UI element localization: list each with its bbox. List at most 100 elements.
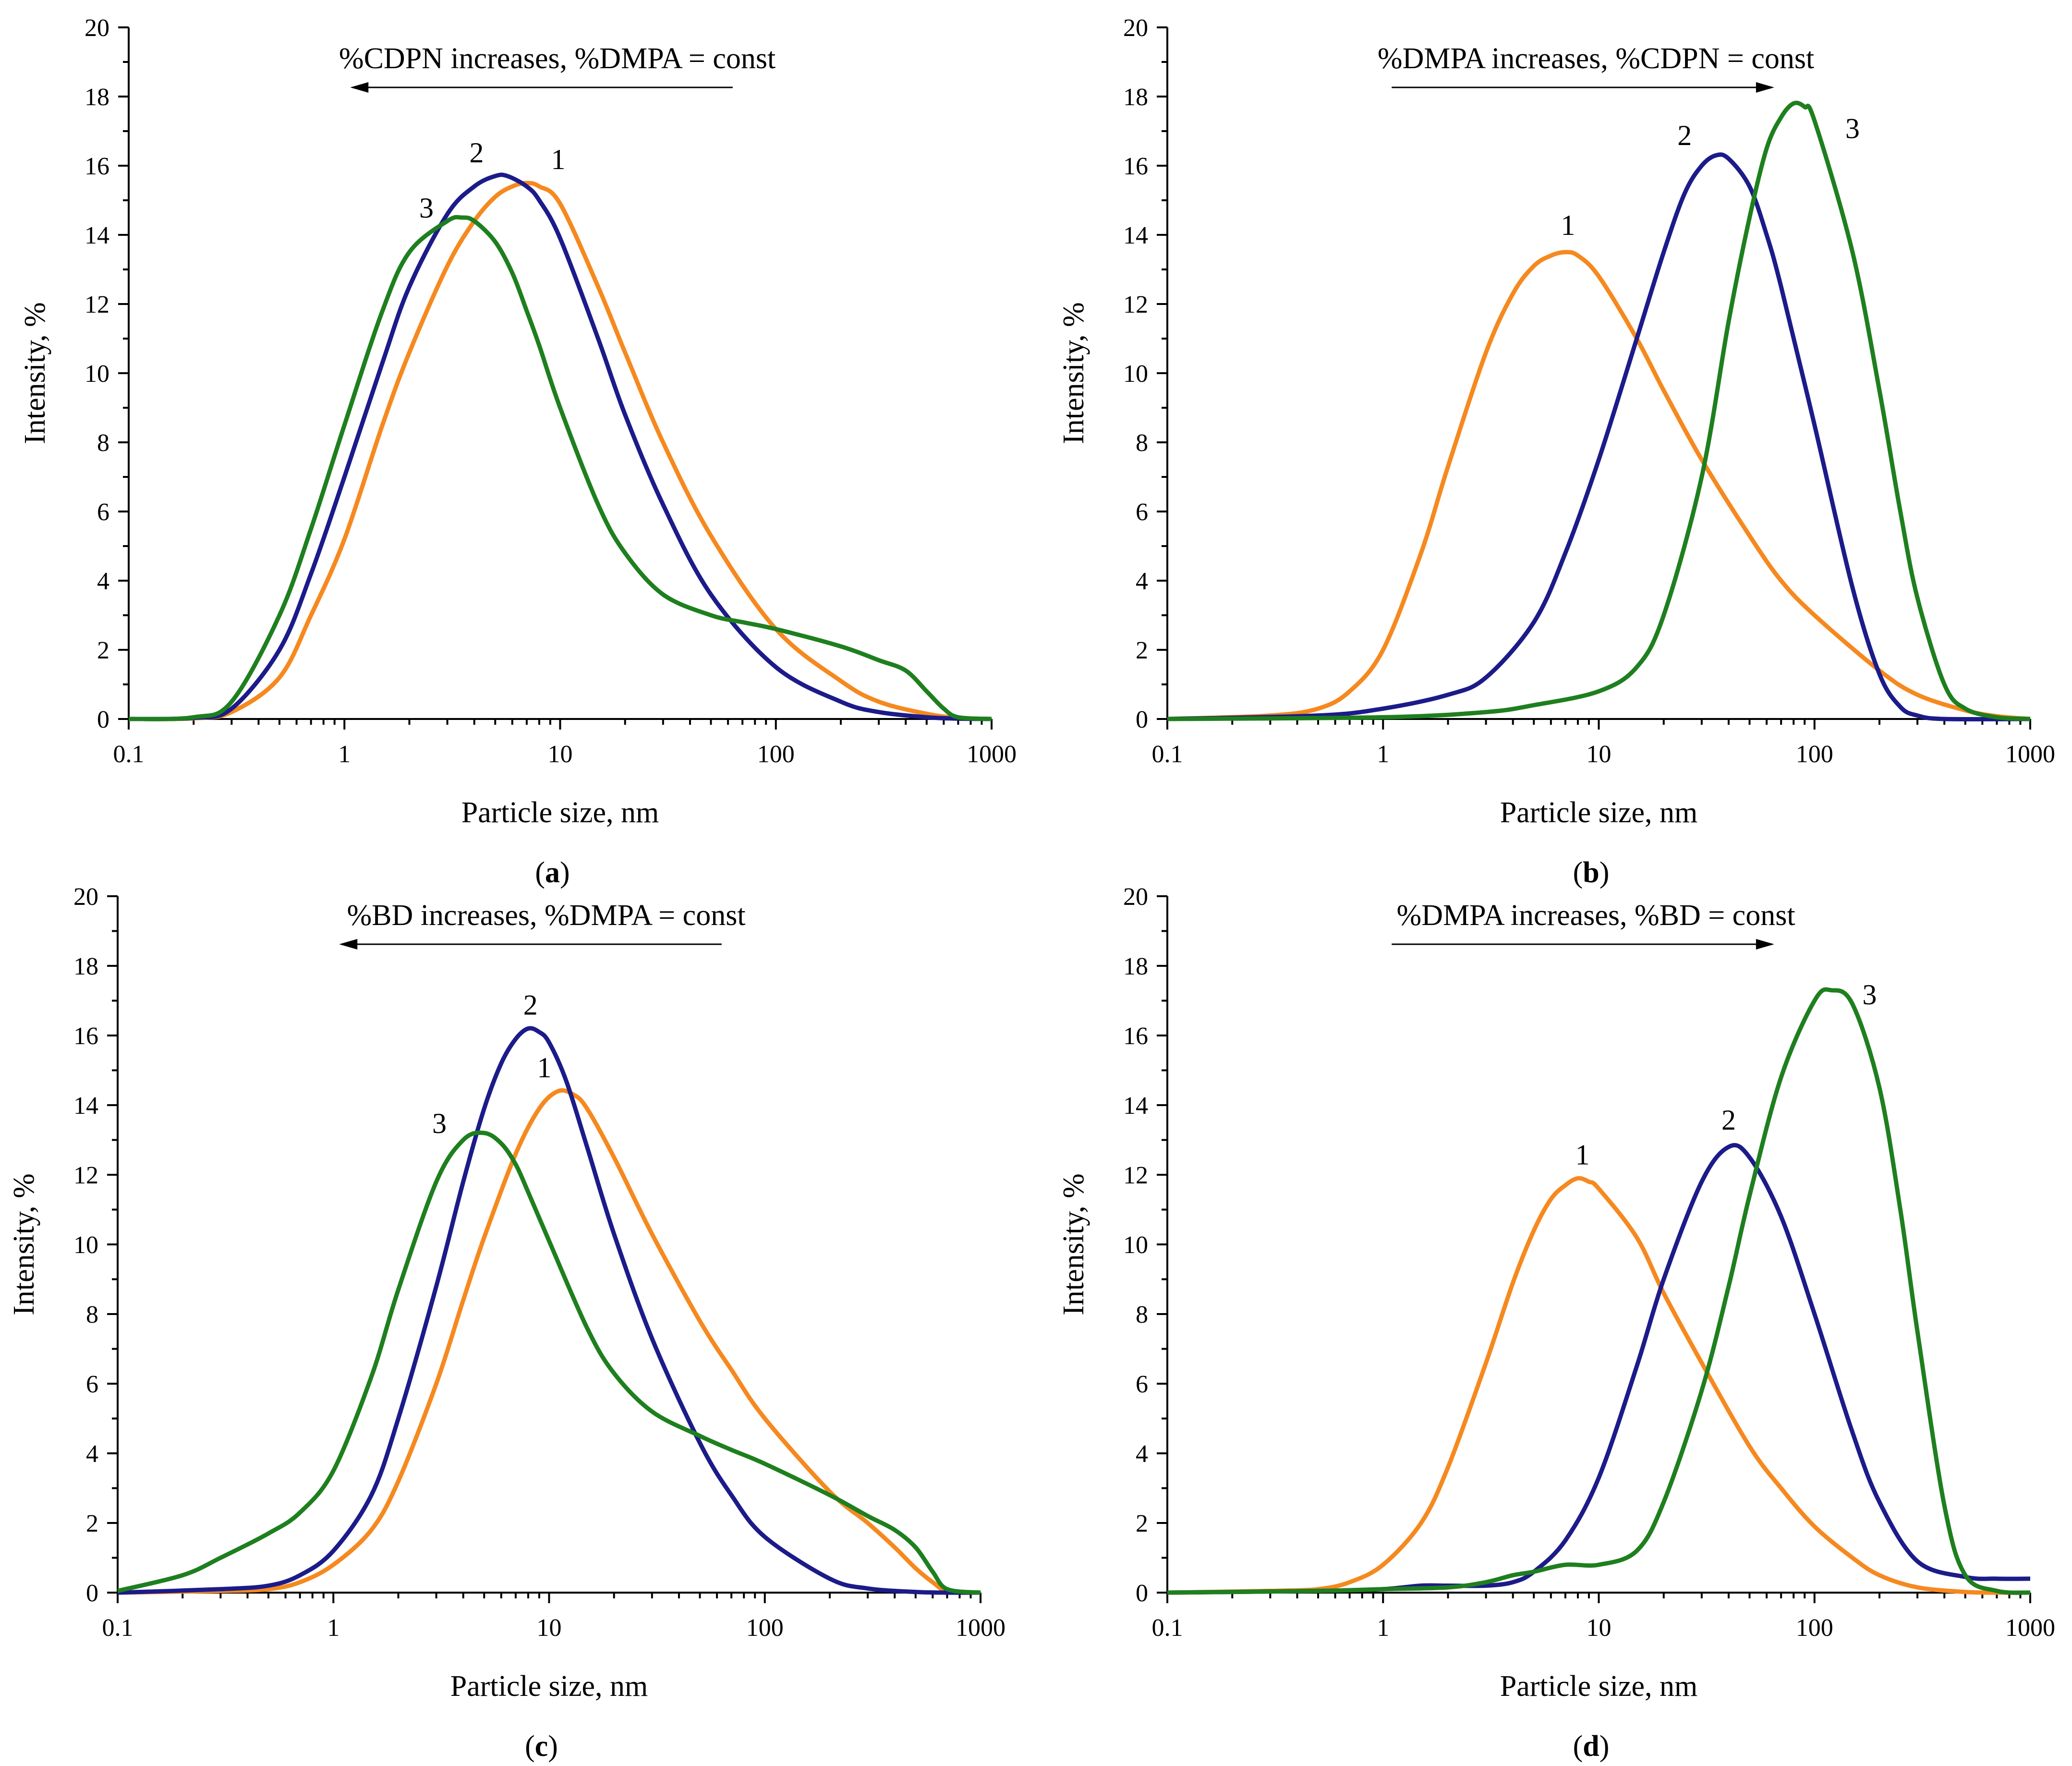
series-2-label: 2 [523, 989, 538, 1021]
x-tick-label: 1000 [967, 741, 1017, 768]
y-tick-label: 10 [85, 360, 109, 388]
x-tick-label: 0.1 [113, 741, 145, 768]
series-3-line [117, 1130, 981, 1595]
series-3-label: 3 [1862, 979, 1877, 1011]
panel-label-open-paren: ( [1573, 856, 1583, 889]
series-2-label: 2 [470, 137, 484, 169]
series-1-line [128, 181, 992, 721]
y-axis-title: Intensity, % [19, 302, 51, 444]
series-3-label: 3 [432, 1108, 447, 1139]
y-tick-label: 16 [1123, 1023, 1148, 1050]
y-tick-label: 4 [1136, 568, 1148, 595]
y-tick-label: 16 [1123, 153, 1148, 180]
panel-label-close-paren: ) [1599, 856, 1610, 889]
panel-label-open-paren: ( [535, 856, 545, 889]
x-axis-title: Particle size, nm [450, 1670, 648, 1703]
x-tick-label: 1 [1377, 741, 1389, 768]
panel-label-open-paren: ( [1573, 1730, 1583, 1763]
series-1-line [1167, 1176, 2031, 1595]
x-tick-label: 0.1 [102, 1614, 133, 1642]
y-tick-label: 6 [86, 1371, 98, 1398]
y-tick-label: 14 [85, 222, 109, 249]
panel-label: (b) [1573, 856, 1610, 889]
series-3-line [1167, 100, 2031, 721]
x-tick-label: 10 [1587, 1614, 1612, 1642]
y-axis-title: Intensity, % [1057, 1173, 1090, 1315]
y-tick-label: 8 [86, 1301, 98, 1328]
series-1-label: 1 [1561, 209, 1575, 241]
panel-label: (d) [1573, 1730, 1610, 1763]
series-3-line [128, 215, 992, 721]
y-tick-label: 4 [1136, 1440, 1148, 1468]
annotation-arrow-head [1756, 82, 1774, 93]
panel-label-letter: b [1583, 856, 1599, 889]
y-tick-label: 10 [73, 1231, 98, 1259]
y-tick-label: 8 [1136, 1301, 1148, 1328]
series-1-label: 1 [551, 144, 566, 175]
y-tick-label: 8 [97, 429, 109, 457]
y-tick-label: 10 [1123, 1231, 1148, 1259]
y-tick-label: 20 [1123, 883, 1148, 911]
y-tick-label: 2 [86, 1510, 98, 1537]
annotation-arrow-head [350, 82, 369, 93]
panel-label-letter: d [1583, 1730, 1599, 1763]
x-tick-label: 0.1 [1152, 741, 1183, 768]
y-tick-label: 2 [1136, 1510, 1148, 1537]
y-axis-title: Intensity, % [8, 1173, 40, 1315]
y-tick-label: 0 [97, 706, 109, 733]
y-tick-label: 14 [1123, 222, 1148, 249]
x-tick-label: 1000 [2005, 741, 2055, 768]
y-tick-label: 6 [97, 499, 109, 526]
panel-label-letter: a [545, 856, 560, 889]
x-tick-label: 1 [327, 1614, 339, 1642]
y-tick-label: 20 [73, 883, 98, 911]
x-tick-label: 100 [746, 1614, 784, 1642]
series-1-line [117, 1088, 981, 1595]
y-axis-title: Intensity, % [1057, 302, 1090, 444]
panel-label-letter: c [535, 1730, 548, 1763]
x-axis-title: Particle size, nm [1500, 1670, 1697, 1703]
series-2-line [1167, 152, 2031, 722]
y-tick-label: 12 [73, 1162, 98, 1189]
annotation-text: %BD increases, %DMPA = const [347, 899, 746, 932]
y-tick-label: 20 [85, 14, 109, 42]
y-tick-label: 6 [1136, 499, 1148, 526]
y-tick-label: 8 [1136, 429, 1148, 457]
y-tick-label: 12 [1123, 1162, 1148, 1189]
x-tick-label: 100 [1796, 741, 1833, 768]
series-2-line [1167, 1143, 2031, 1595]
y-tick-label: 18 [1123, 84, 1148, 111]
y-tick-label: 4 [97, 568, 109, 595]
series-2-line [128, 172, 992, 721]
series-3-line [1167, 987, 2031, 1595]
x-tick-label: 100 [1796, 1614, 1833, 1642]
annotation-text: %CDPN increases, %DMPA = const [339, 42, 775, 75]
x-axis-title: Particle size, nm [1500, 796, 1697, 829]
series-2-line [117, 1026, 981, 1595]
y-tick-label: 16 [85, 153, 109, 180]
x-tick-label: 10 [537, 1614, 562, 1642]
series-1-label: 1 [1575, 1139, 1589, 1170]
y-tick-label: 18 [73, 953, 98, 980]
y-tick-label: 0 [1136, 1580, 1148, 1607]
y-tick-label: 10 [1123, 360, 1148, 388]
y-tick-label: 0 [86, 1580, 98, 1607]
x-axis-title: Particle size, nm [461, 796, 659, 829]
y-tick-label: 12 [85, 291, 109, 318]
y-tick-label: 2 [1136, 637, 1148, 664]
panel-label-close-paren: ) [1599, 1730, 1610, 1763]
y-tick-label: 18 [1123, 953, 1148, 980]
annotation-text: %DMPA increases, %BD = const [1397, 899, 1795, 932]
y-tick-label: 20 [1123, 14, 1148, 42]
panel-label-open-paren: ( [525, 1730, 535, 1763]
series-3-label: 3 [1845, 112, 1860, 144]
annotation-arrow-head [339, 939, 358, 950]
panel-label: (c) [525, 1730, 558, 1763]
x-tick-label: 1000 [956, 1614, 1006, 1642]
series-1-line [1167, 250, 2031, 721]
